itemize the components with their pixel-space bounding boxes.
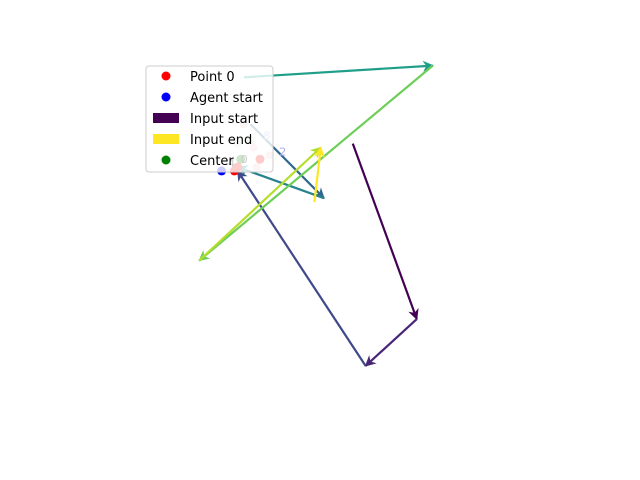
trajectory-arrow bbox=[243, 60, 434, 79]
legend-label: Agent start bbox=[190, 91, 263, 106]
legend-marker bbox=[161, 92, 171, 102]
legend-marker bbox=[161, 155, 171, 165]
legend-label: Point 0 bbox=[190, 70, 235, 85]
trajectory-arrow bbox=[198, 64, 434, 262]
legend-marker bbox=[153, 113, 179, 123]
legend-label: Input end bbox=[190, 133, 252, 148]
legend-marker bbox=[153, 134, 179, 144]
trajectory-arrow bbox=[198, 146, 322, 262]
point-label: 2 bbox=[279, 145, 286, 158]
trajectory-arrow bbox=[236, 169, 367, 367]
trajectory-arrow bbox=[351, 143, 419, 321]
legend-label: Center bbox=[190, 154, 234, 169]
legend-marker bbox=[161, 71, 171, 81]
legend: Point 0 Agent start Input start Input end Ce… bbox=[145, 65, 274, 173]
legend-label: Input start bbox=[190, 112, 258, 127]
trajectory-arrow bbox=[313, 146, 326, 203]
legend-frame bbox=[145, 65, 274, 173]
trajectory-arrow bbox=[364, 318, 418, 367]
